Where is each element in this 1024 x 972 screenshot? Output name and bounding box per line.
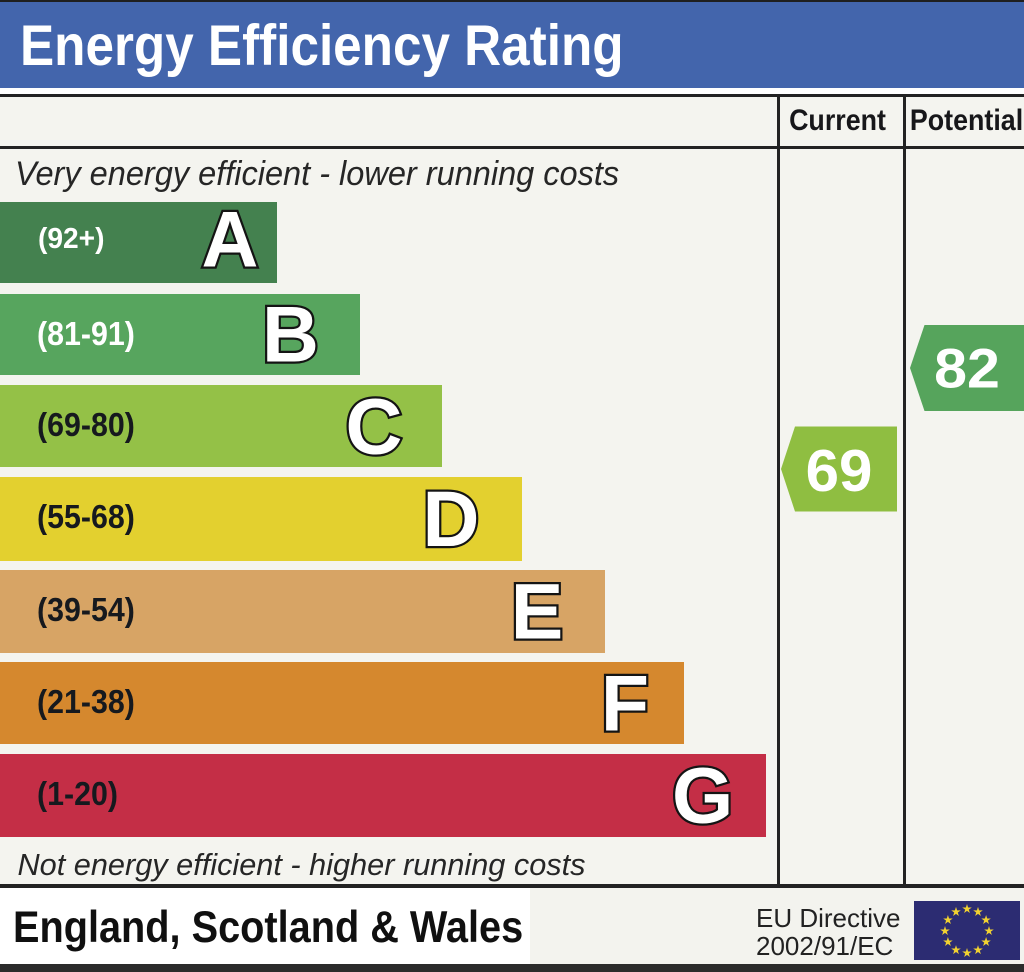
svg-text:69: 69 [806,437,873,504]
svg-text:E: E [511,568,564,656]
svg-text:B: B [262,291,319,379]
svg-text:G: G [672,752,733,840]
svg-text:A: A [202,196,259,284]
svg-text:F: F [601,660,649,748]
svg-text:82: 82 [934,338,1000,400]
svg-text:C: C [346,383,403,471]
svg-text:D: D [423,475,480,563]
